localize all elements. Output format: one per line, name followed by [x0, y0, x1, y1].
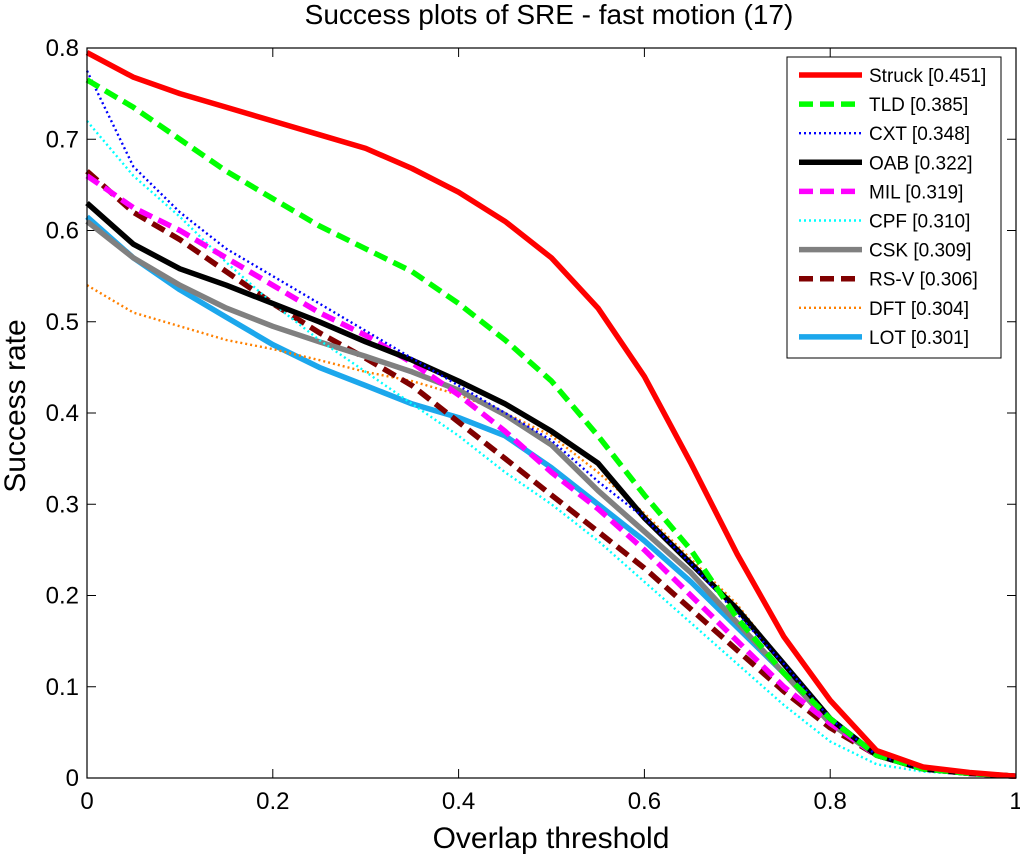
y-tick-label: 0: [66, 765, 79, 792]
y-axis-label: Success rate: [0, 319, 32, 492]
x-tick-label: 0.6: [628, 788, 661, 815]
x-tick-label: 0.4: [442, 788, 475, 815]
legend-entry: Struck [0.451]: [869, 66, 986, 87]
plot-frame: [86, 47, 1017, 779]
legend-entry: CPF [0.310]: [869, 212, 970, 233]
chart-title: Success plots of SRE - fast motion (17): [305, 0, 794, 30]
legend-entry: OAB [0.322]: [869, 153, 973, 174]
y-tick-label: 0.6: [46, 218, 79, 245]
x-tick-label: 0.2: [256, 788, 289, 815]
series-line-cpf: [86, 120, 1017, 778]
legend-entry: CSK [0.309]: [869, 241, 971, 262]
plot-lines: [85, 50, 1017, 779]
legend: Struck [0.451] TLD [0.385] CXT [0.348] OAB …: [786, 56, 1002, 359]
x-tick-label: 1: [1009, 788, 1020, 815]
series-line-mil: [85, 173, 1017, 779]
legend-entry: TLD [0.385]: [869, 95, 968, 116]
y-tick-label: 0.4: [46, 400, 79, 427]
series-line-struck: [85, 50, 1017, 779]
y-tick-label: 0.5: [46, 309, 79, 336]
series-line-dft: [86, 284, 1017, 778]
x-tick-label: 0: [80, 788, 93, 815]
y-tick-label: 0.8: [46, 35, 79, 62]
y-tick-label: 0.3: [46, 491, 79, 518]
y-tick-label: 0.1: [46, 674, 79, 701]
legend-entry: RS-V [0.306]: [869, 270, 978, 291]
y-tick-label: 0.7: [46, 126, 79, 153]
legend-entry: DFT [0.304]: [869, 299, 969, 320]
legend-box: [786, 56, 1002, 359]
legend-entry: CXT [0.348]: [869, 124, 970, 145]
x-tick-label: 0.8: [814, 788, 847, 815]
series-line-tld: [85, 77, 1017, 779]
x-axis-label: Overlap threshold: [433, 822, 670, 855]
legend-entry: LOT [0.301]: [869, 328, 969, 349]
y-tick-label: 0.2: [46, 583, 79, 610]
legend-entry: MIL [0.319]: [869, 182, 963, 203]
axis-ticks: 0 0.2 0.4 0.6 0.8 1 0 0.1 0.2 0.3 0.4 0.5 0.6 0.7 0.8: [46, 35, 1020, 815]
